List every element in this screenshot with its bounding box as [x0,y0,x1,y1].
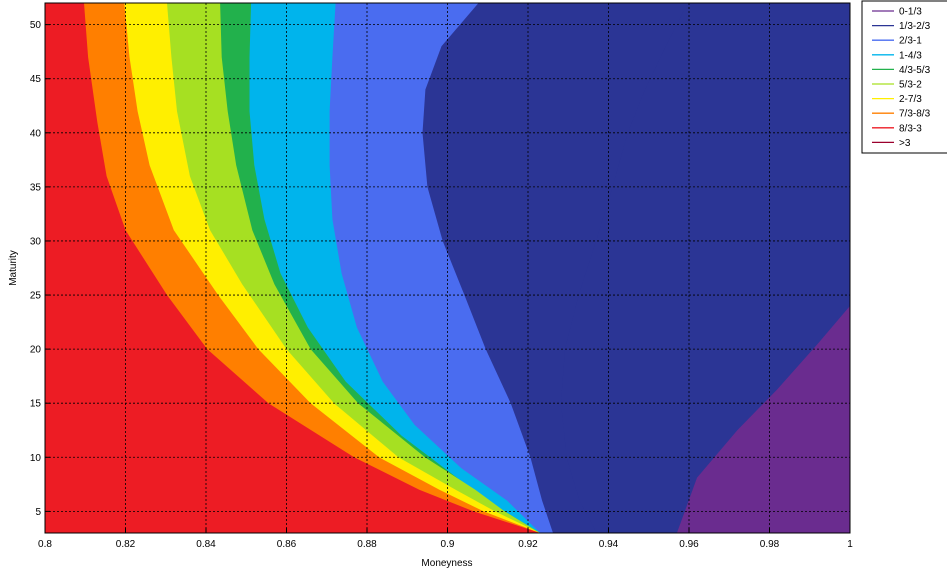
x-tick-label: 0.9 [441,539,455,550]
legend: 0-1/3 1/3-2/3 2/3-1 1-4/3 4/3-5/3 5/3-2 2-7/3 7… [861,0,947,154]
x-tick-label: 0.82 [116,539,136,550]
x-tick-label: 0.8 [38,539,52,550]
y-tick-label: 50 [30,20,42,31]
grid-lines [45,3,850,533]
contour-region-10 [676,305,850,533]
x-tick-label: 0.92 [518,539,538,550]
x-tick-label: 0.84 [196,539,216,550]
legend-label: 4/3-5/3 [899,65,931,76]
x-tick-label: 0.96 [679,539,699,550]
legend-label: 1-4/3 [899,50,922,61]
legend-label: 2/3-1 [899,36,922,47]
y-tick-label: 20 [30,345,42,356]
y-tick-label: 45 [30,74,42,85]
x-tick-label: 0.86 [277,539,297,550]
legend-label: 5/3-2 [899,80,922,91]
y-tick-label: 35 [30,182,42,193]
x-tick-label: 0.98 [760,539,780,550]
y-axis-ticks: 5 10 15 20 25 30 35 40 45 50 [30,20,50,518]
x-tick-label: 1 [847,539,853,550]
y-axis-label: Maturity [8,250,19,286]
x-tick-label: 0.94 [599,539,619,550]
legend-label: >3 [899,138,911,149]
y-tick-label: 40 [30,128,42,139]
contour-region-2 [45,3,541,533]
legend-label: 1/3-2/3 [899,21,931,32]
y-tick-label: 15 [30,399,42,410]
legend-label: 7/3-8/3 [899,109,931,120]
y-tick-label: 30 [30,236,42,247]
y-tick-label: 5 [35,507,41,518]
legend-label: 2-7/3 [899,94,922,105]
x-axis-label: Moneyness [421,558,472,569]
x-tick-label: 0.88 [357,539,377,550]
y-tick-label: 10 [30,453,42,464]
legend-label: 0-1/3 [899,7,922,18]
y-tick-label: 25 [30,291,42,302]
legend-label: 8/3-3 [899,123,922,134]
x-axis-ticks: 0.8 0.82 0.84 0.86 0.88 0.9 0.92 0.94 0.96 0.98 1 [38,528,853,550]
